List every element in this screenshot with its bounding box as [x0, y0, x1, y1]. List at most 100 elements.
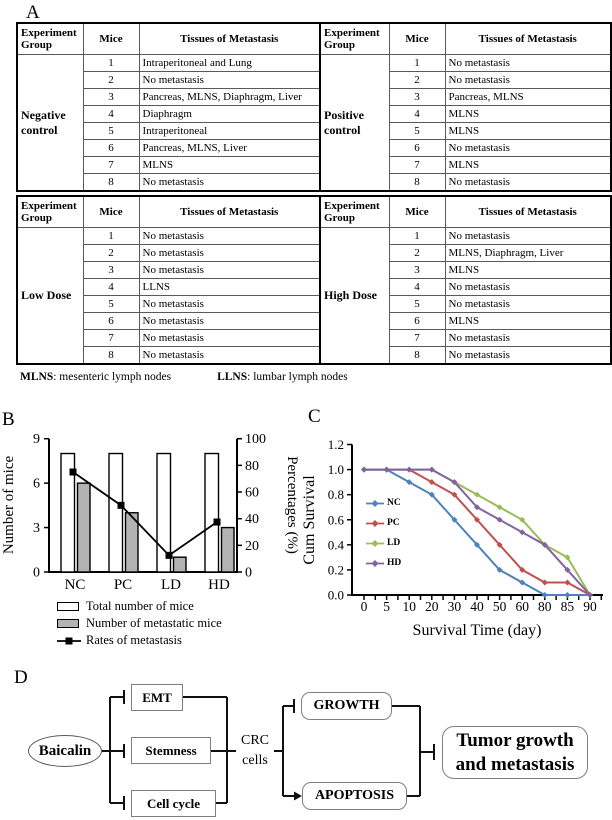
legend-swatch-bar — [57, 602, 79, 611]
marker-HD — [451, 479, 458, 486]
mice-number-cell: 3 — [82, 88, 140, 106]
legend-item-PC: PC — [366, 513, 401, 533]
right-tick-label: 0 — [245, 566, 252, 581]
tissues-cell: No metastasis — [444, 71, 612, 89]
legend-item-NC: NC — [366, 493, 401, 513]
category-label-PC: PC — [114, 577, 132, 593]
mice-number-cell: 8 — [82, 346, 140, 365]
cell-cycle-node: Cell cycle — [131, 790, 216, 817]
y-tick-label: 0.6 — [328, 512, 345, 527]
marker-LD — [519, 516, 526, 523]
table-row: Negative control 1 Intraperitoneal and Lun… — [16, 54, 612, 192]
metastasis-tables: Experiment Group Mice Tissues of Metasta… — [16, 22, 612, 383]
footnote-def-llns: : lumbar lymph nodes — [247, 371, 348, 383]
footnote-abbr-mlns: MLNS — [20, 371, 54, 383]
bar-chart-legend: Total number of mice Number of metastatic… — [57, 598, 222, 649]
experiment-group-cell: Negative control — [16, 54, 84, 192]
legend-diamond — [371, 559, 379, 567]
mice-number-cell: 4 — [388, 105, 446, 123]
col-header-mice: Mice — [82, 22, 140, 55]
metastasis-bar-chart: Number of mice Percentages (%) 0 3 6 9 0 20 40… — [1, 432, 300, 593]
tissues-cell: No metastasis — [138, 71, 321, 89]
col-header-mice: Mice — [388, 22, 446, 55]
mice-number-cell: 1 — [82, 54, 140, 72]
experiment-group-cell: Low Dose — [16, 227, 84, 365]
marker-LD — [564, 554, 571, 561]
table-row: 5 No metastasis 5 No metastasis — [17, 295, 612, 313]
experiment-group-cell: Positive control — [319, 54, 390, 192]
legend-diamond — [371, 539, 379, 547]
col-header-mice: Mice — [388, 195, 446, 228]
tissues-cell: No metastasis — [444, 278, 612, 296]
legend-swatch-bar — [57, 619, 79, 628]
survival-line-chart: Cum Survival Survival Time (day) 0.0 0.2 0… — [301, 437, 603, 639]
bar-total-HD — [204, 452, 220, 573]
table-header-row: Experiment Group Mice Tissues of Metasta… — [16, 22, 612, 55]
tissues-cell: MLNS — [444, 312, 612, 330]
legend-swatch-PC — [366, 519, 384, 527]
table-row: 3 Pancreas, MLNS, Diaphragm, Liver 3 Pancre… — [17, 88, 612, 106]
tissues-cell: No metastasis — [444, 173, 612, 192]
left-tick-label: 6 — [33, 477, 40, 492]
bar-metastatic-HD — [220, 526, 235, 573]
mice-number-cell: 6 — [388, 312, 446, 330]
marker-LD — [474, 491, 480, 498]
axes — [48, 438, 238, 573]
outcome-node: Tumor growth and metastasis — [442, 726, 588, 779]
table-row: 6 No metastasis 6 MLNS — [17, 312, 612, 330]
mice-number-cell: 4 — [82, 105, 140, 123]
marker-PC — [541, 579, 548, 586]
emt-node: EMT — [131, 684, 183, 711]
right-tick-label: 80 — [245, 459, 259, 474]
bar-metastatic-PC — [124, 512, 139, 573]
marker-HD — [519, 529, 526, 536]
legend-swatch-NC — [366, 499, 384, 507]
mice-number-cell: 7 — [82, 156, 140, 174]
mice-number-cell: 2 — [82, 244, 140, 262]
left-tick-label: 3 — [33, 521, 40, 536]
tissues-cell: No metastasis — [138, 312, 321, 330]
tissues-cell: Intraperitoneal — [138, 122, 321, 140]
category-label-LD: LD — [161, 577, 181, 593]
col-header-group: Experiment Group — [319, 22, 390, 55]
tissues-cell: No metastasis — [138, 295, 321, 313]
mice-number-cell: 2 — [82, 71, 140, 89]
table-row: 8 No metastasis 8 No metastasis — [17, 346, 612, 365]
marker-PC — [564, 579, 571, 586]
legend-label: LD — [387, 538, 401, 548]
marker-HD — [496, 516, 503, 523]
footnote-abbr-llns: LLNS — [217, 371, 248, 383]
x-tick-label: 80 — [538, 599, 552, 614]
right-axis-title: Percentages (%) — [284, 456, 300, 554]
legend-label: Number of metastatic mice — [86, 616, 222, 630]
tissues-cell: MLNS, Diaphragm, Liver — [444, 244, 612, 262]
tissues-cell: Diaphragm — [138, 105, 321, 123]
tissues-cell: No metastasis — [444, 227, 612, 245]
tissues-cell: Pancreas, MLNS — [444, 88, 612, 106]
mice-number-cell: 6 — [388, 139, 446, 157]
marker-NC — [428, 491, 435, 498]
mice-number-cell: 4 — [82, 278, 140, 296]
legend-swatch-line — [57, 637, 81, 644]
legend-item-LD: LD — [366, 533, 401, 553]
left-tick-label: 9 — [33, 432, 40, 447]
marker-PC — [474, 516, 480, 523]
x-tick-label: 30 — [448, 599, 462, 614]
table-row: 7 No metastasis 7 No metastasis — [17, 329, 612, 347]
tissues-cell: No metastasis — [138, 227, 321, 245]
x-tick-label: 50 — [493, 599, 507, 614]
marker-NC — [474, 541, 480, 548]
panel-a-label: A — [26, 2, 40, 23]
tissues-cell: No metastasis — [138, 173, 321, 192]
y-tick-label: 1.0 — [328, 462, 344, 477]
tissues-cell: Intraperitoneal and Lung — [138, 54, 321, 72]
footnote-def-mlns: : mesenteric lymph nodes — [53, 371, 172, 383]
legend-square — [65, 637, 73, 644]
col-header-group: Experiment Group — [319, 195, 390, 228]
mice-number-cell: 1 — [82, 227, 140, 245]
mice-number-cell: 1 — [388, 227, 446, 245]
mice-number-cell: 6 — [82, 139, 140, 157]
tissues-cell: No metastasis — [444, 54, 612, 72]
table-row: 7 MLNS 7 MLNS — [17, 156, 612, 174]
stemness-node: Stemness — [131, 737, 211, 764]
